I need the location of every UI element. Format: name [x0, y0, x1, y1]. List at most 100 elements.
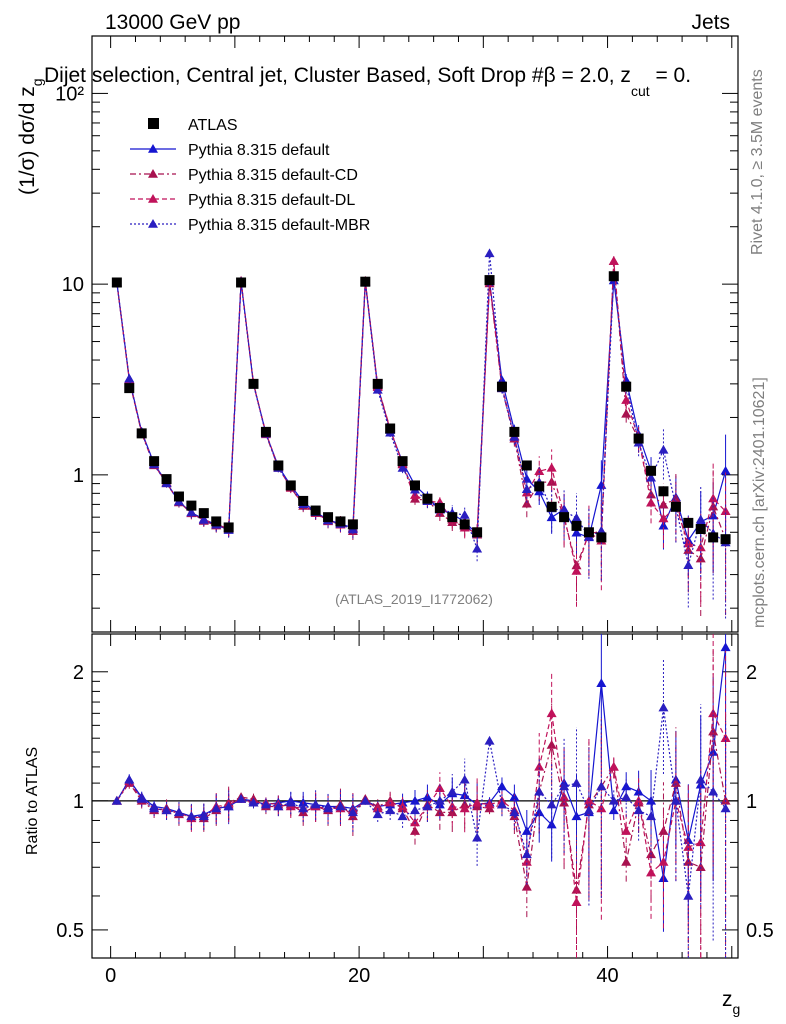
atlas-data-point: [410, 480, 420, 491]
atlas-data-point: [670, 501, 681, 512]
atlas-data-point: [173, 491, 184, 502]
atlas-data-point: [273, 460, 284, 471]
main-data-layer: [111, 248, 731, 619]
title-end: = 0.: [650, 64, 691, 87]
series-point-main: [658, 513, 669, 523]
series-point-main: [546, 512, 557, 522]
series-point-ratio: [621, 792, 632, 801]
title-beta: β = 2.0, z: [544, 64, 631, 87]
rivet-version-text: Rivet 4.1.0, ≥ 3.5M events: [749, 69, 766, 255]
series-line-main: [116, 280, 727, 542]
series-point-ratio: [496, 799, 507, 809]
title-sub: cut: [631, 83, 650, 99]
atlas-data-point: [285, 480, 296, 491]
series-point-ratio: [236, 793, 247, 803]
series-point-main: [397, 463, 408, 472]
mcplots-text: mcplots.cern.ch [arXiv:2401.10621]: [751, 377, 768, 628]
atlas-data-point: [496, 381, 507, 392]
y-tick-label-ratio-right: 2: [746, 662, 757, 684]
category-label: Jets: [691, 11, 730, 34]
atlas-data-point: [683, 517, 694, 528]
series-point-ratio: [546, 708, 557, 718]
series-point-ratio: [161, 805, 172, 815]
x-axis-label-sub: g: [733, 1001, 741, 1017]
legend-marker-atlas: [148, 118, 159, 129]
atlas-data-point: [260, 426, 271, 437]
atlas-data-point: [708, 532, 719, 543]
legend-label: Pythia 8.315 default-CD: [188, 167, 358, 184]
series-point-ratio: [509, 807, 520, 817]
series-point-ratio: [472, 832, 483, 842]
series-point-ratio: [546, 819, 557, 829]
atlas-data-point: [186, 500, 197, 511]
series-point-ratio: [323, 803, 334, 813]
series-point-ratio: [720, 803, 731, 813]
atlas-data-point: [161, 474, 172, 485]
series-point-ratio: [410, 795, 420, 805]
series-point-main: [198, 515, 209, 524]
atlas-data-point: [472, 527, 483, 538]
atlas-data-point: [335, 516, 346, 527]
series-point-ratio: [372, 803, 383, 813]
series-point-ratio: [596, 678, 607, 688]
series-point-ratio: [434, 795, 445, 805]
series-line-main: [116, 253, 726, 566]
series-point-ratio: [149, 803, 160, 813]
y-axis-label-main: (1/σ) dσ/d z: [16, 86, 39, 195]
series-point-main: [621, 408, 632, 418]
series-point-ratio: [608, 805, 619, 815]
legend-marker: [148, 219, 158, 228]
atlas-data-point: [298, 495, 309, 506]
series-point-ratio: [434, 783, 445, 793]
atlas-data-point: [397, 456, 408, 467]
series-point-main: [571, 513, 582, 522]
atlas-data-point: [583, 527, 594, 538]
series-point-main: [186, 507, 197, 517]
atlas-data-point: [198, 508, 209, 519]
legend-label: Pythia 8.315 default-MBR: [188, 217, 370, 234]
series-point-ratio: [571, 778, 582, 787]
series-point-ratio: [658, 702, 669, 712]
atlas-data-point: [236, 277, 247, 288]
x-tick-label: 40: [596, 965, 618, 987]
ratio-data-layer: [111, 634, 731, 958]
series-point-ratio: [173, 807, 184, 817]
atlas-data-point: [559, 512, 570, 523]
series-point-ratio: [633, 805, 644, 815]
series-point-ratio: [198, 811, 209, 821]
series-point-ratio: [708, 708, 719, 718]
y-tick-label-main: 10: [62, 274, 84, 296]
legend-marker: [148, 169, 158, 178]
x-axis-label: zg: [722, 988, 740, 1017]
series-point-ratio: [596, 803, 607, 813]
series-point-ratio: [260, 799, 271, 809]
series-point-ratio: [621, 826, 632, 835]
series-point-ratio: [447, 807, 458, 817]
series-point-ratio: [670, 795, 681, 805]
atlas-data-point: [372, 378, 383, 389]
series-point-ratio: [583, 805, 594, 815]
series-point-ratio: [422, 801, 433, 811]
y-tick-label-ratio-right: 0.5: [746, 920, 774, 942]
series-point-main: [720, 506, 731, 516]
series-point-ratio: [223, 801, 234, 811]
series-point-ratio: [571, 811, 582, 821]
beam-label: 13000 GeV pp: [105, 11, 240, 34]
series-line-main: [116, 261, 727, 574]
series-point-ratio: [571, 897, 582, 907]
axes-layer: 0 20 40 1 10 10² 0.5 0.5 1 1 2 2: [55, 35, 774, 987]
ratio-axis-label: Ratio to ATLAS: [24, 747, 41, 855]
x-tick-label: 0: [105, 965, 116, 987]
series-point-main: [472, 543, 483, 553]
series-point-ratio: [621, 781, 632, 791]
series-point-ratio: [111, 795, 122, 805]
atlas-data-point: [608, 271, 619, 282]
series-point-main: [521, 484, 532, 494]
y-tick-label-ratio: 0.5: [56, 920, 84, 942]
legend-label: ATLAS: [188, 117, 238, 134]
series-point-main: [571, 566, 582, 575]
atlas-data-point: [211, 516, 222, 527]
series-point-ratio: [372, 809, 383, 819]
atlas-data-point: [223, 522, 234, 533]
